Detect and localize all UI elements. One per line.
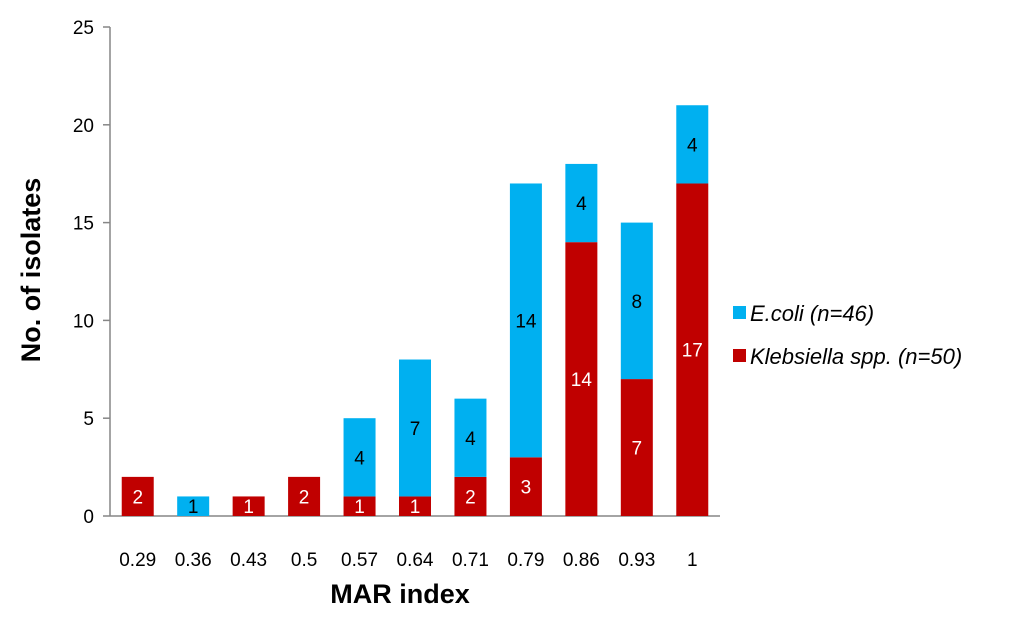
x-tick-label: 0.64 xyxy=(397,550,434,571)
bar-segment xyxy=(676,183,709,517)
bar-segment xyxy=(399,496,431,516)
bar-segment xyxy=(343,496,376,516)
x-axis: 0.29 0.36 0.43 0.5 0.57 0.64 0.71 0.79 0.86 0.93 1 xyxy=(110,515,720,571)
x-tick-label: 0.79 xyxy=(507,550,544,571)
bar-segment xyxy=(565,163,598,243)
y-tick-label: 20 xyxy=(73,116,94,137)
data-label: 14 xyxy=(571,370,593,391)
bar-segment xyxy=(454,398,487,477)
x-tick-label: 0.36 xyxy=(175,550,212,571)
legend-swatch xyxy=(733,349,746,362)
legend-label: E.coli (n=46) xyxy=(750,301,874,326)
data-label: 4 xyxy=(354,448,365,469)
data-label: 4 xyxy=(576,194,587,215)
x-tick-label: 0.86 xyxy=(563,550,600,571)
bar-segment xyxy=(177,496,210,516)
bar-segment xyxy=(399,359,431,497)
data-label: 17 xyxy=(682,341,703,362)
data-label: 14 xyxy=(515,311,537,332)
bar-segment xyxy=(232,496,265,516)
data-label: 8 xyxy=(632,292,643,313)
bar-segment xyxy=(509,183,542,458)
data-label: 7 xyxy=(632,439,643,460)
bar-segment xyxy=(454,476,487,516)
x-tick-label: 0.57 xyxy=(341,550,378,571)
y-tick-label: 10 xyxy=(73,311,94,332)
data-label: 4 xyxy=(687,135,698,156)
x-tick-label: 0.43 xyxy=(230,550,267,571)
x-axis-title: MAR index xyxy=(330,579,470,609)
data-label: 2 xyxy=(299,487,310,508)
data-label: 3 xyxy=(521,478,532,499)
y-tick-label: 25 xyxy=(73,18,94,39)
bar-segment xyxy=(620,379,653,516)
legend-swatch xyxy=(733,306,746,319)
x-tick-label: 1 xyxy=(687,550,698,571)
bar-segment xyxy=(343,418,376,497)
data-label: 2 xyxy=(132,487,143,508)
data-label: 1 xyxy=(188,497,199,518)
bar-segment xyxy=(509,457,542,516)
legend-label: Klebsiella spp. (n=50) xyxy=(750,344,962,369)
bar-segment xyxy=(676,105,709,184)
y-tick-label: 5 xyxy=(83,409,94,430)
bar-segment xyxy=(288,476,321,516)
bar-segment xyxy=(620,222,653,380)
y-axis: 0 5 10 15 20 25 xyxy=(73,18,111,528)
y-tick-label: 15 xyxy=(73,214,94,235)
data-label: 1 xyxy=(410,497,421,518)
bar-segment xyxy=(121,476,154,516)
bar-segment xyxy=(565,242,598,516)
data-label: 1 xyxy=(354,497,365,518)
x-tick-label: 0.93 xyxy=(618,550,655,571)
legend: E.coli (n=46) Klebsiella spp. (n=50) xyxy=(733,301,962,369)
x-tick-label: 0.29 xyxy=(119,550,156,571)
x-tick-label: 0.5 xyxy=(291,550,317,571)
data-label: 7 xyxy=(410,419,421,440)
y-tick-label: 0 xyxy=(83,507,94,528)
data-label: 2 xyxy=(465,487,476,508)
data-label: 4 xyxy=(465,429,476,450)
y-axis-title: No. of isolates xyxy=(16,178,46,363)
x-tick-label: 0.71 xyxy=(452,550,489,571)
data-label: 1 xyxy=(243,497,254,518)
